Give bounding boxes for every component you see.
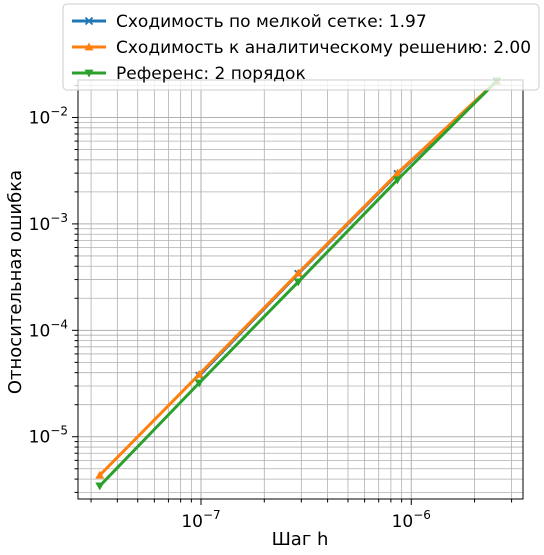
y-tick-label: 10−4: [29, 317, 68, 341]
y-tick-label: 10−5: [29, 424, 68, 448]
legend-entry: Сходимость к аналитическому решению: 2.0…: [72, 38, 531, 58]
legend-entry: Сходимость по мелкой сетке: 1.97: [72, 12, 427, 32]
legend-label: Референс: 2 порядок: [116, 64, 306, 84]
y-tick-label: 10−2: [29, 104, 68, 128]
grid-lines: [78, 80, 523, 499]
x-tick-label: 10−7: [181, 508, 220, 532]
data-point: [95, 483, 104, 491]
series-3: [95, 78, 501, 491]
x-tick-label: 10−6: [392, 508, 431, 532]
y-axis-label: Относительная ошибка: [5, 170, 26, 394]
plot-frame: [78, 80, 523, 499]
legend: Сходимость по мелкой сетке: 1.97 Сходимос…: [63, 4, 539, 90]
series-layer: [95, 77, 501, 491]
legend-label: Сходимость к аналитическому решению: 2.0…: [116, 38, 531, 58]
legend-label: Сходимость по мелкой сетке: 1.97: [116, 12, 427, 32]
x-axis-label: Шаг h: [272, 529, 329, 550]
y-tick-label: 10−3: [29, 211, 68, 235]
